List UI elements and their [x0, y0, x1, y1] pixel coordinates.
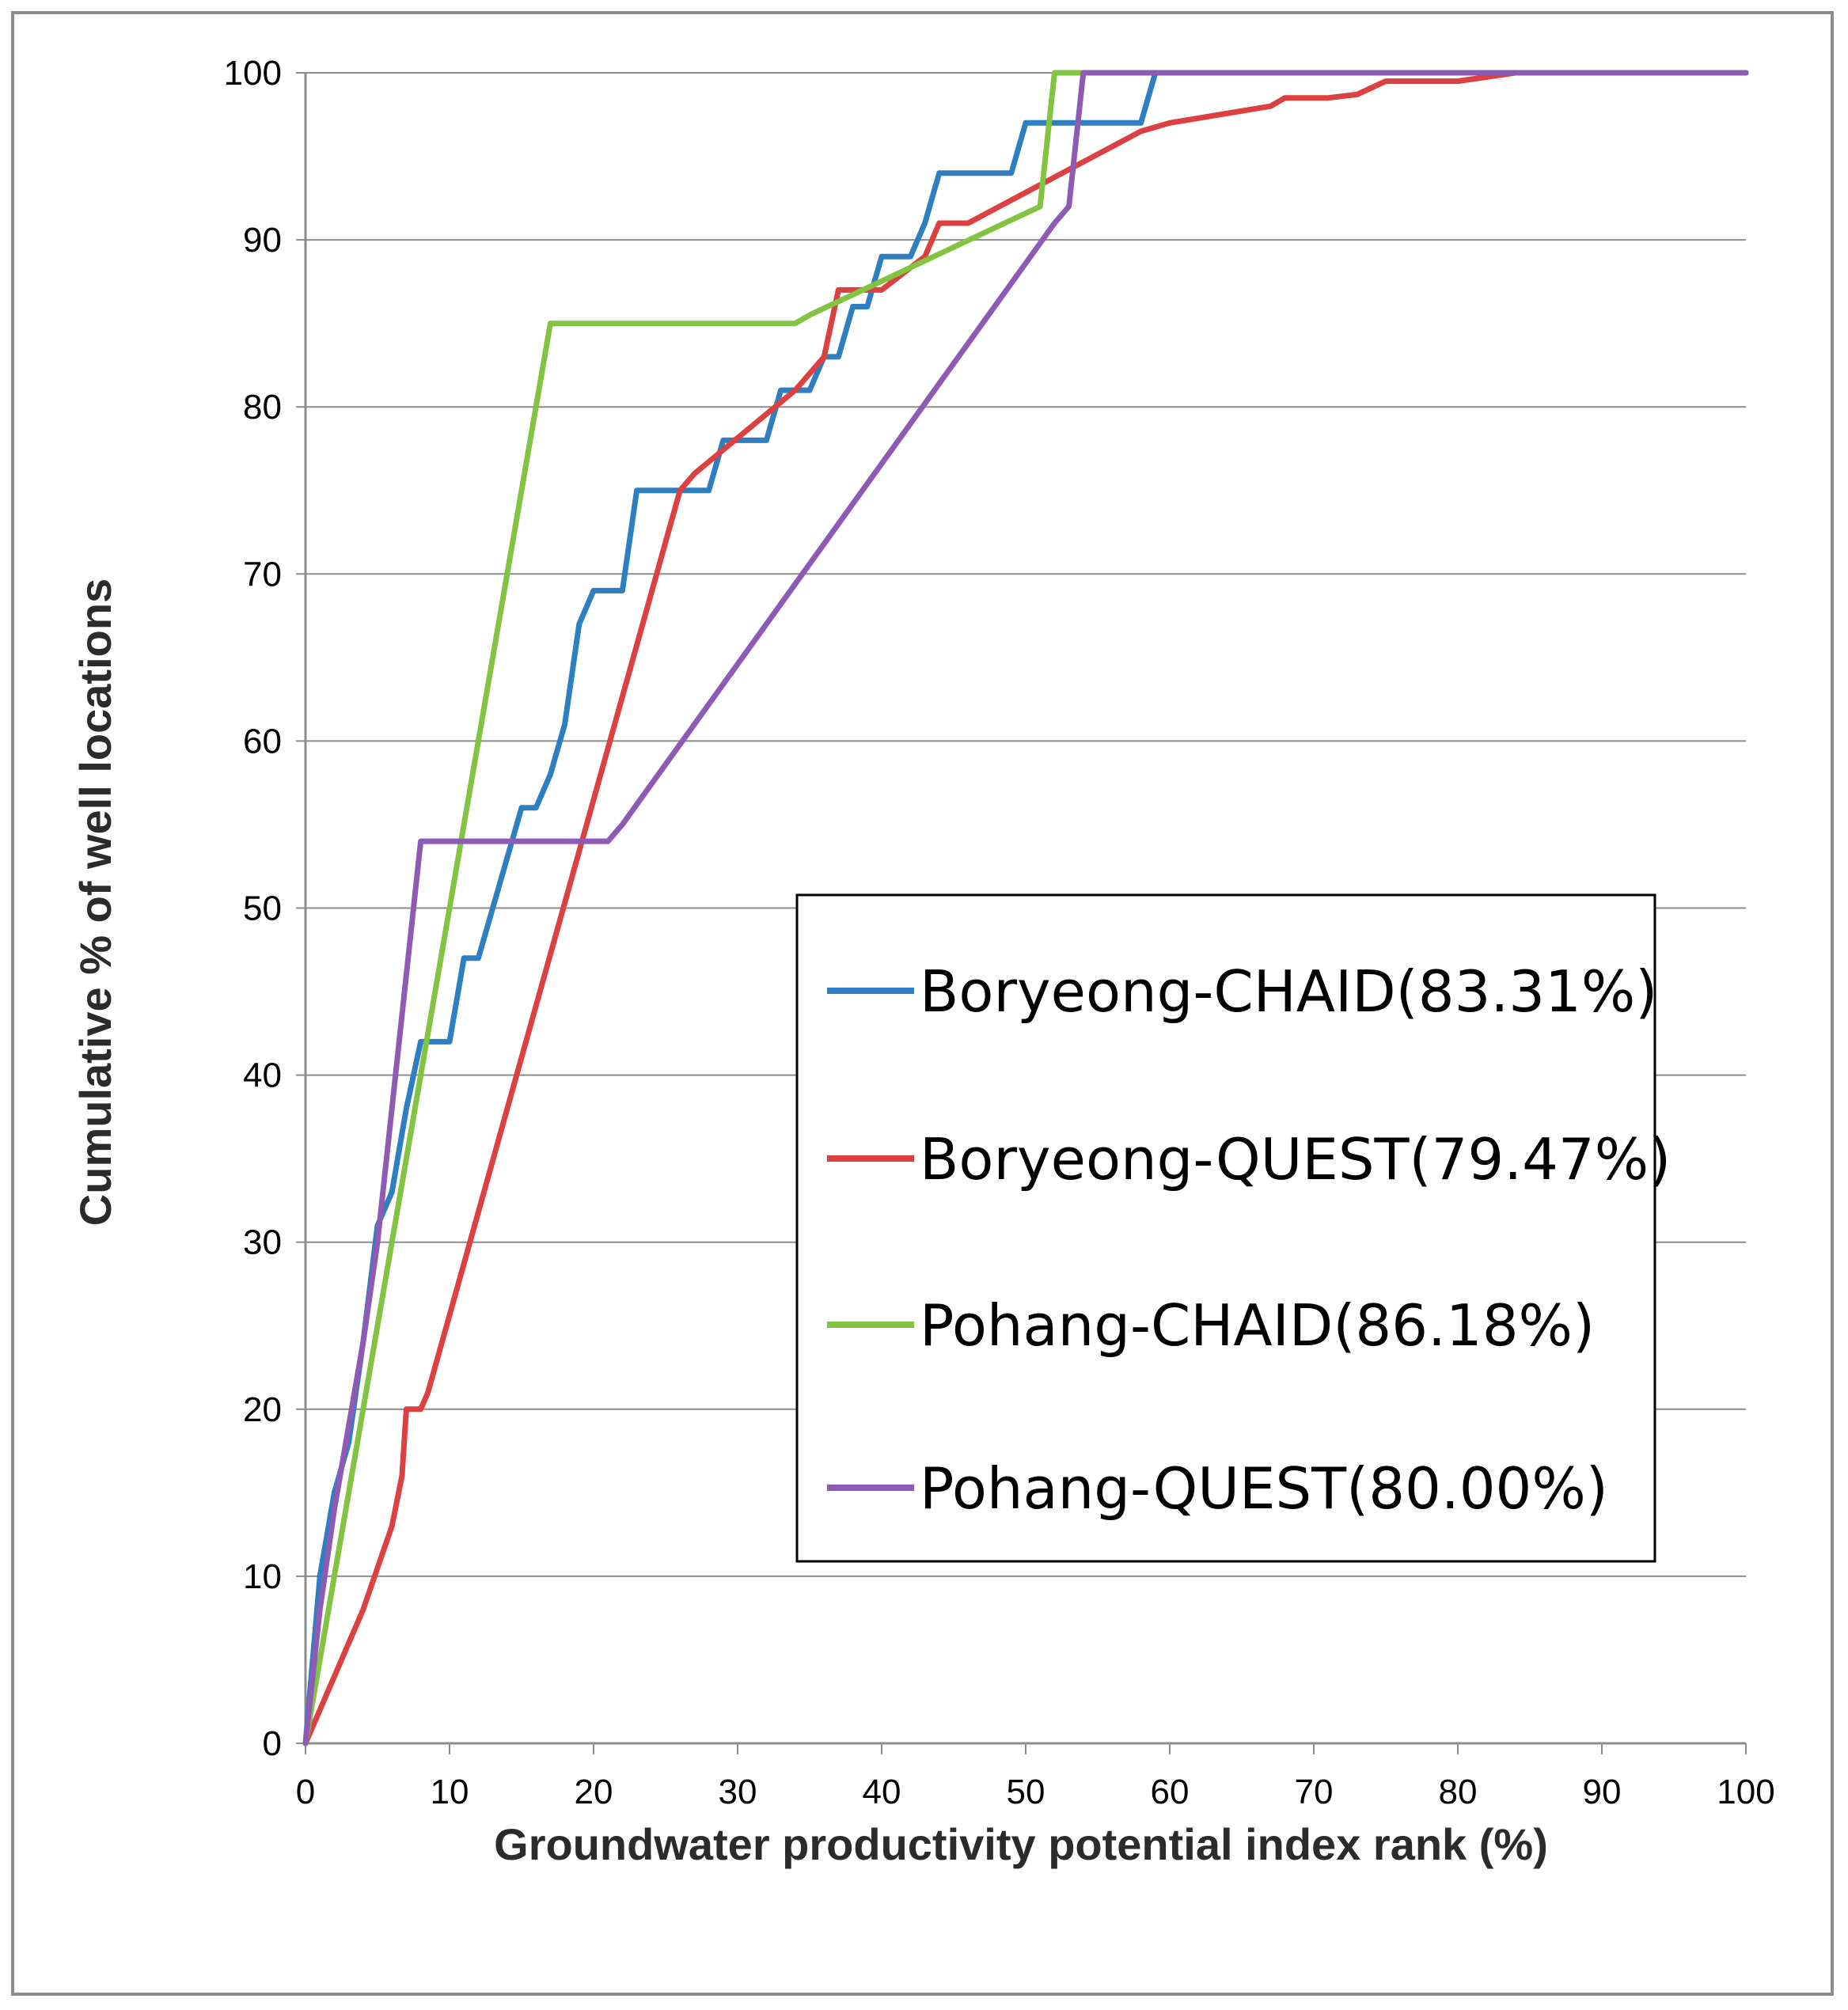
x-tick-label: 50	[1007, 1773, 1045, 1811]
series-line-3	[302, 70, 1749, 1746]
x-tick-label: 0	[296, 1773, 315, 1811]
y-tick-label: 90	[243, 221, 282, 260]
series-line-4	[302, 70, 1749, 1746]
axes: 0 10 20 30 40 50 60 70 80 90 100 0 10 20 30 40 50 60 70 80 9…	[224, 54, 1775, 1811]
y-tick-label: 50	[243, 889, 282, 928]
legend-label: Boryeong-CHAID(83.31%)	[920, 958, 1657, 1025]
x-tick-label: 10	[431, 1773, 469, 1811]
legend-box	[795, 893, 1656, 1563]
y-tick-label: 10	[243, 1557, 282, 1596]
x-tick-label: 60	[1151, 1773, 1190, 1811]
x-tick-label: 80	[1439, 1773, 1478, 1811]
legend: Boryeong-CHAID(83.31%) Boryeong-QUEST(79.…	[795, 893, 1671, 1563]
y-tick-label: 20	[243, 1390, 282, 1429]
x-tick-label: 70	[1295, 1773, 1334, 1811]
legend-label: Boryeong-QUEST(79.47%)	[920, 1126, 1671, 1193]
y-tick-label: 70	[243, 555, 282, 594]
series-line-2	[302, 70, 1749, 1746]
x-tick-label: 30	[719, 1773, 757, 1811]
y-tick-label: 40	[243, 1056, 282, 1095]
series-lines	[302, 70, 1749, 1746]
x-tick-label: 40	[863, 1773, 901, 1811]
legend-label: Pohang-QUEST(80.00%)	[920, 1455, 1608, 1522]
y-tick-label: 60	[243, 722, 282, 760]
x-tick-label: 100	[1717, 1773, 1774, 1811]
x-tick-label: 90	[1583, 1773, 1622, 1811]
gridlines	[305, 72, 1746, 1577]
y-tick-label: 0	[263, 1724, 282, 1763]
legend-label: Pohang-CHAID(86.18%)	[920, 1292, 1595, 1359]
x-axis-title: Groundwater productivity potential index…	[494, 1819, 1548, 1869]
y-tick-label: 30	[243, 1223, 282, 1262]
y-axis-title: Cumulative % of well locations	[70, 578, 120, 1226]
y-tick-label: 100	[224, 54, 282, 93]
x-tick-label: 20	[575, 1773, 613, 1811]
y-tick-label: 80	[243, 388, 282, 427]
